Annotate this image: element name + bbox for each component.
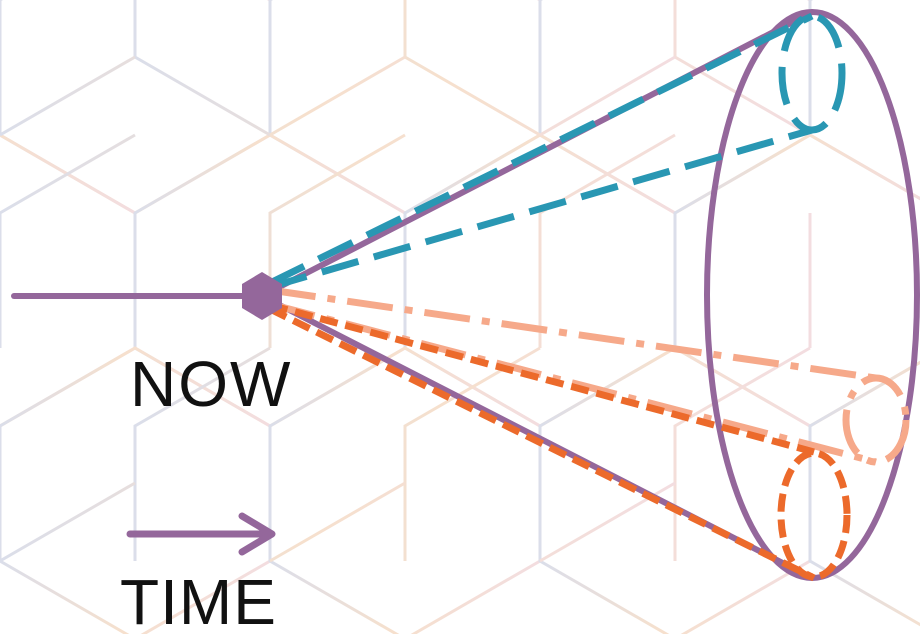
future-path-lower: [268, 301, 851, 582]
time-label: TIME: [120, 566, 277, 634]
cone-outline: [259, 9, 920, 581]
arrow-right-icon: [126, 512, 276, 556]
hexagon-icon: [242, 272, 282, 320]
future-path-upper: [268, 12, 846, 291]
now-label: NOW: [130, 348, 293, 420]
